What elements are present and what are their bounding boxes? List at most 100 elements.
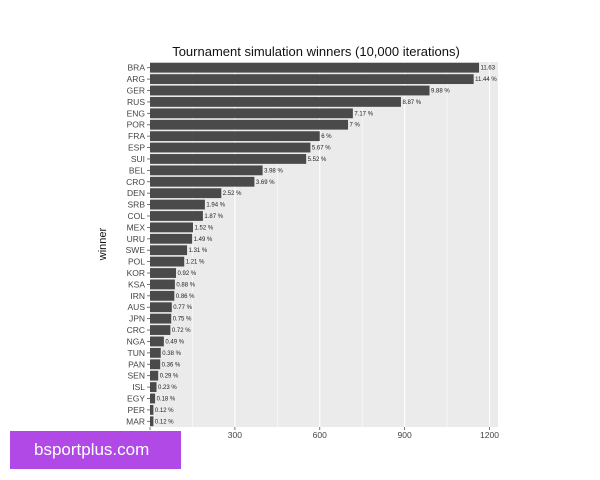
bar-egy xyxy=(150,393,156,404)
bar-uru xyxy=(150,233,193,244)
value-labels: 11.63 11.44 % 9.88 % 8.87 % 7.17 % 7 % 6 % 5.67… xyxy=(155,66,498,426)
value-label: 0.36 % xyxy=(162,362,181,368)
category-label: JPN xyxy=(129,314,145,324)
category-label: AUS xyxy=(128,302,146,312)
value-label: 0.23 % xyxy=(158,385,177,391)
bar-kor xyxy=(150,268,177,278)
bar-srb xyxy=(150,199,205,210)
category-label: POR xyxy=(127,120,145,130)
value-label: 8.87 % xyxy=(402,100,421,106)
bar-per xyxy=(150,404,154,415)
x-tick-label: 600 xyxy=(313,430,327,440)
bar-eng xyxy=(150,108,353,119)
value-label: 3.69 % xyxy=(256,180,275,186)
bar-nga xyxy=(150,336,164,347)
category-label: BEL xyxy=(129,165,145,175)
bar-crc xyxy=(150,325,171,335)
bar-sen xyxy=(150,370,159,381)
value-label: 2.52 % xyxy=(223,191,242,197)
category-label: COL xyxy=(128,211,146,221)
value-label: 0.86 % xyxy=(176,294,195,300)
bar-pan xyxy=(150,359,161,370)
bar-bra xyxy=(150,62,480,73)
category-label: FRA xyxy=(128,131,145,141)
category-label: SUI xyxy=(131,154,145,164)
category-label: GER xyxy=(127,86,145,96)
bar-bel xyxy=(150,165,263,176)
category-label: POL xyxy=(128,257,145,267)
value-label: 0.72 % xyxy=(172,328,191,334)
bar-esp xyxy=(150,142,311,153)
bar-swe xyxy=(150,245,188,256)
bar-sui xyxy=(150,154,307,164)
bar-pol xyxy=(150,256,185,267)
value-label: 11.63 xyxy=(481,66,496,72)
bar-ger xyxy=(150,85,430,96)
category-label: NGA xyxy=(127,336,146,346)
value-label: 0.12 % xyxy=(155,408,174,414)
category-label: ESP xyxy=(128,143,145,153)
category-labels: BRAARGGERRUSENGPORFRAESPSUIBELCRODENSRBC… xyxy=(126,63,150,426)
category-label: CRO xyxy=(126,177,145,187)
watermark: bsportplus.com xyxy=(10,431,181,469)
value-label: 0.92 % xyxy=(178,271,197,277)
bar-aus xyxy=(150,302,172,313)
bars xyxy=(150,62,480,427)
value-label: 0.88 % xyxy=(176,282,195,288)
value-label: 5.52 % xyxy=(308,157,327,163)
category-label: RUS xyxy=(127,97,145,107)
y-axis-label: winner xyxy=(97,227,109,261)
x-axis-ticks: 03006009001200 xyxy=(148,427,499,440)
bar-rus xyxy=(150,97,401,107)
value-label: 0.77 % xyxy=(173,305,192,311)
value-label: 1.49 % xyxy=(194,237,213,243)
bar-mar xyxy=(150,416,154,427)
category-label: TUN xyxy=(128,348,145,358)
value-label: 0.29 % xyxy=(160,374,179,380)
chart-title: Tournament simulation winners (10,000 it… xyxy=(172,44,460,59)
category-label: ISL xyxy=(132,382,145,392)
x-tick-label: 300 xyxy=(228,430,242,440)
category-label: BRA xyxy=(128,63,146,73)
value-label: 7 % xyxy=(350,123,361,129)
category-label: MAR xyxy=(126,416,145,426)
category-label: EGY xyxy=(127,393,145,403)
value-label: 0.38 % xyxy=(162,351,181,357)
category-label: SEN xyxy=(128,371,145,381)
value-label: 7.17 % xyxy=(354,111,373,117)
value-label: 1.31 % xyxy=(189,248,208,254)
bar-tun xyxy=(150,347,161,358)
value-label: 0.18 % xyxy=(157,396,176,402)
category-label: ARG xyxy=(127,74,145,84)
category-label: SRB xyxy=(128,200,146,210)
category-label: CRC xyxy=(127,325,145,335)
bar-col xyxy=(150,211,203,221)
value-label: 1.94 % xyxy=(206,203,225,209)
x-tick-label: 1200 xyxy=(480,430,499,440)
bar-mex xyxy=(150,222,194,233)
bar-por xyxy=(150,119,349,130)
bar-isl xyxy=(150,382,157,392)
value-label: 3.98 % xyxy=(264,168,283,174)
category-label: DEN xyxy=(127,188,145,198)
category-label: PAN xyxy=(128,359,145,369)
category-label: MEX xyxy=(127,222,146,232)
bar-ksa xyxy=(150,279,175,290)
value-label: 1.52 % xyxy=(195,225,214,231)
value-label: 0.12 % xyxy=(155,419,174,425)
value-label: 0.75 % xyxy=(173,317,192,323)
category-label: PER xyxy=(128,405,145,415)
value-label: 11.44 % xyxy=(475,77,497,83)
value-label: 6 % xyxy=(321,134,332,140)
x-tick-label: 900 xyxy=(398,430,412,440)
category-label: IRN xyxy=(130,291,145,301)
category-label: URU xyxy=(127,234,145,244)
category-label: ENG xyxy=(127,108,145,118)
bar-den xyxy=(150,188,222,199)
value-label: 0.49 % xyxy=(165,339,184,345)
bar-irn xyxy=(150,290,175,301)
value-label: 1.87 % xyxy=(204,214,223,220)
value-label: 1.21 % xyxy=(186,260,205,266)
bar-cro xyxy=(150,176,255,187)
